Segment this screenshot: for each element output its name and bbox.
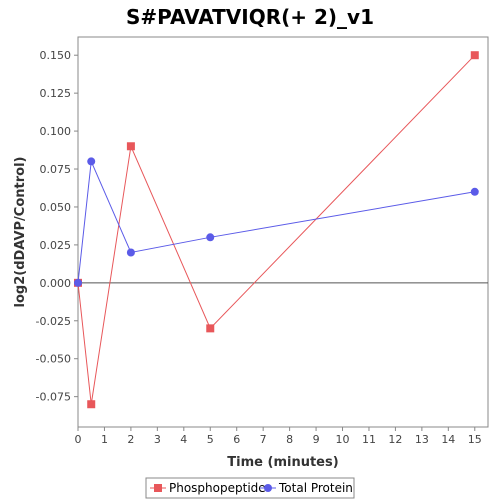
y-tick-label: 0.000 [40,277,72,290]
data-point-1-3 [206,233,215,242]
x-tick-label: 3 [154,433,161,446]
data-point-0-1 [87,400,96,409]
data-point-1-4 [470,187,479,196]
legend-marker-phosphopeptide [154,484,162,492]
x-tick-label: 0 [75,433,82,446]
x-tick-label: 5 [207,433,214,446]
x-tick-label: 10 [336,433,350,446]
plot-area [77,36,489,428]
series-layer [74,51,479,409]
y-tick-label: -0.050 [36,353,71,366]
y-tick-label: 0.150 [40,49,72,62]
chart-title: S#PAVATVIQR(+ 2)_v1 [126,5,374,29]
x-tick-label: 6 [233,433,240,446]
legend-label-total-protein: Total Protein [278,481,353,495]
y-tick-label: 0.100 [40,125,72,138]
x-tick-label: 14 [441,433,455,446]
y-tick-label: -0.075 [36,391,71,404]
data-point-0-3 [206,324,215,333]
x-tick-label: 1 [101,433,108,446]
legend-label-phosphopeptide: Phosphopeptide [169,481,266,495]
x-tick-label: 12 [388,433,402,446]
y-tick-label: 0.125 [40,87,72,100]
y-tick-label: 0.025 [40,239,72,252]
y-tick-label: 0.075 [40,163,72,176]
legend: Phosphopeptide Total Protein [145,477,355,499]
x-tick-label: 15 [468,433,482,446]
legend-marker-total-protein [264,484,272,492]
data-point-1-0 [74,278,82,287]
x-tick-label: 4 [180,433,187,446]
x-tick-label: 2 [127,433,134,446]
x-tick-label: 8 [286,433,293,446]
x-tick-label: 9 [313,433,320,446]
data-point-0-2 [126,142,135,151]
x-axis: 0 1 2 3 4 5 6 7 8 9 10 11 12 13 14 15 [75,427,482,446]
data-point-1-1 [87,157,96,166]
x-tick-label: 11 [362,433,376,446]
y-axis-label: log2(dDAVP/Control) [13,157,28,308]
legend-box [145,477,355,499]
x-axis-label: Time (minutes) [227,455,338,470]
data-point-0-4 [470,51,479,60]
y-tick-label: -0.025 [36,315,71,328]
y-axis: -0.075 -0.050 -0.025 0.000 0.025 0.050 0.075 0.… [36,49,78,404]
x-tick-label: 13 [415,433,429,446]
x-tick-label: 7 [260,433,267,446]
y-tick-label: 0.050 [40,201,72,214]
data-point-1-2 [126,248,135,257]
